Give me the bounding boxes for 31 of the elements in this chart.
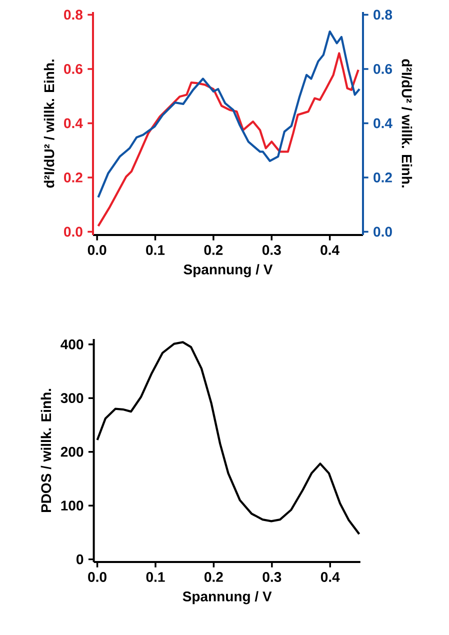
y2-tick-label: 0.4 [374, 118, 392, 128]
y-axis-title: d²I/dU² / willk. Einh. [44, 60, 54, 188]
y-tick-label: 0 [76, 554, 84, 564]
x-tick-label: 0.2 [204, 245, 223, 255]
y-tick-label: 200 [60, 446, 84, 457]
y-tick-label: 0.4 [64, 118, 83, 128]
y-tick-label: 100 [61, 500, 84, 511]
line-series [97, 52, 360, 228]
y-tick-label: 0.2 [64, 172, 82, 182]
y2-axis-title: d²I/dU² / willk. Einh. [402, 59, 412, 188]
y-tick-label: 400 [60, 339, 84, 350]
y2-tick-label: 0.8 [374, 10, 392, 20]
x-tick-label: 0.1 [146, 572, 165, 582]
x-axis-title: Spannung / V [184, 264, 273, 278]
y2-tick-label: 0.0 [374, 226, 392, 237]
x-axis-title: Spannung / V [182, 591, 272, 604]
x-tick-label: 0.4 [320, 572, 340, 582]
x-tick-label: 0.0 [88, 245, 106, 255]
x-tick-label: 0.3 [262, 572, 282, 582]
y-axis-title: PDOS / willk. Einh. [40, 388, 52, 512]
x-tick-label: 0.0 [88, 572, 106, 582]
y2-tick-label: 0.6 [374, 64, 392, 74]
x-tick-label: 0.3 [262, 245, 281, 255]
y-tick-label: 0.6 [64, 64, 82, 74]
x-tick-label: 0.4 [320, 245, 340, 255]
y-tick-label: 0.8 [64, 10, 83, 20]
x-tick-label: 0.1 [146, 245, 165, 255]
y-tick-label: 300 [60, 393, 84, 404]
y-tick-label: 0.0 [64, 226, 82, 237]
x-tick-label: 0.2 [204, 572, 223, 582]
y2-tick-label: 0.2 [374, 172, 392, 182]
